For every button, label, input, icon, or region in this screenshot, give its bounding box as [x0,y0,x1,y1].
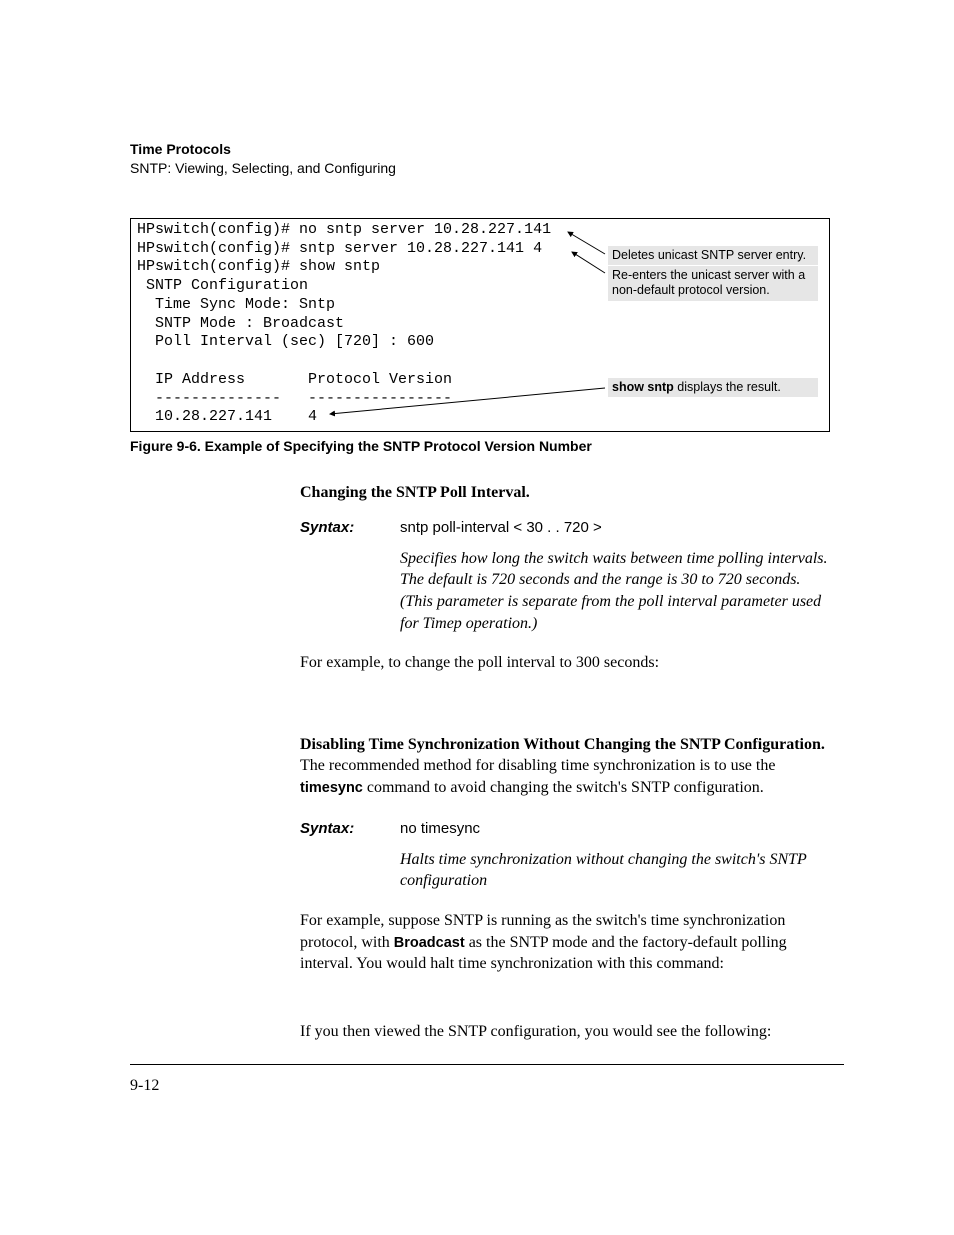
cmd-timesync: timesync [300,780,363,796]
syntax-label: Syntax: [300,819,400,839]
callout-delete-entry: Deletes unicast SNTP server entry. [608,246,818,266]
spacer [300,694,830,734]
page-number: 9-12 [130,1077,159,1095]
footer-rule [130,1064,844,1065]
heading-poll-interval: Changing the SNTP Poll Interval. [300,482,830,504]
syntax-desc-poll: Specifies how long the switch waits betw… [400,548,830,634]
figure-wrap: HPswitch(config)# no sntp server 10.28.2… [130,218,844,432]
syntax-label: Syntax: [300,518,400,538]
example-poll: For example, to change the poll interval… [300,652,830,674]
syntax-command-poll: sntp poll-interval < 30 . . 720 > [400,518,602,538]
page: Time Protocols SNTP: Viewing, Selecting,… [0,0,954,1235]
running-head: Time Protocols SNTP: Viewing, Selecting,… [130,140,844,178]
para-disable-b: command to avoid changing the switch's S… [363,779,764,796]
spacer [300,995,830,1021]
running-head-title: Time Protocols [130,140,844,159]
callout-reenter-server: Re-enters the unicast server with a non-… [608,266,818,301]
callout-show-sntp-cmd: show sntp [612,380,674,394]
callout-show-sntp-text: displays the result. [674,380,781,394]
figure-caption: Figure 9-6. Example of Specifying the SN… [130,438,844,454]
callout-show-sntp: show sntp displays the result. [608,378,818,398]
para-view-config: If you then viewed the SNTP configuratio… [300,1021,830,1043]
runin-heading-disable: Disabling Time Synchronization Without C… [300,736,825,753]
para-broadcast-example: For example, suppose SNTP is running as … [300,910,830,975]
body-column: Changing the SNTP Poll Interval. Syntax:… [300,482,830,1042]
syntax-desc-notimesync: Halts time synchronization without chang… [400,849,830,892]
syntax-command-notimesync: no timesync [400,819,480,839]
syntax-block-notimesync: Syntax: no timesync [300,819,830,839]
cmd-broadcast: Broadcast [394,935,465,951]
para-disable-a: The recommended method for disabling tim… [300,757,775,774]
running-head-subtitle: SNTP: Viewing, Selecting, and Configurin… [130,159,844,178]
syntax-block-poll: Syntax: sntp poll-interval < 30 . . 720 … [300,518,830,538]
para-disable-sync: Disabling Time Synchronization Without C… [300,734,830,799]
